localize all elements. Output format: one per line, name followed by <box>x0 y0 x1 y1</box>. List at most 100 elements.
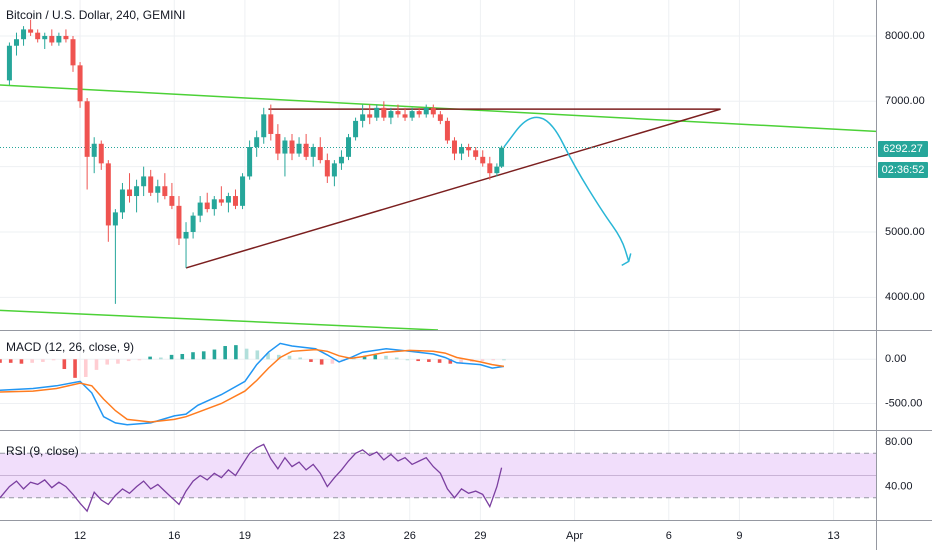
candle-body <box>183 231 189 239</box>
candle-body <box>374 107 380 118</box>
macd-histogram-bar <box>159 357 163 360</box>
time-tick-label: 9 <box>736 530 742 542</box>
candle-body <box>480 156 486 164</box>
candle-body <box>105 163 111 226</box>
candle-body <box>395 111 401 115</box>
chart-grid <box>0 0 876 520</box>
candle-body <box>282 140 288 154</box>
macd-histogram-bar <box>62 359 67 370</box>
candle-body <box>346 137 352 157</box>
candle-body <box>268 114 274 134</box>
macd-histogram-bar <box>394 357 399 360</box>
macd-histogram-bar <box>169 354 174 360</box>
macd-histogram-bar <box>212 349 217 360</box>
candles-layer <box>6 19 505 304</box>
candle-body <box>303 143 309 157</box>
trendline-ascending-support <box>185 108 721 269</box>
macd-histogram-bar <box>255 350 260 360</box>
drawing-layer[interactable] <box>0 84 877 331</box>
macd-histogram-bar <box>126 359 131 362</box>
candle-body <box>218 199 224 203</box>
symbol-title[interactable]: Bitcoin / U.S. Dollar, 240, GEMINI <box>6 8 186 22</box>
macd-histogram-bar <box>416 359 420 362</box>
candle-body <box>466 147 472 151</box>
rsi-tick-label: 40.00 <box>885 481 913 493</box>
candle-body <box>176 205 182 239</box>
candle-body <box>91 143 97 157</box>
candle-body <box>459 147 465 154</box>
candle-body <box>225 196 231 203</box>
macd-histogram-bar <box>448 359 453 364</box>
candle-body <box>381 107 387 118</box>
macd-histogram-bar <box>319 359 324 365</box>
macd-title[interactable]: MACD (12, 26, close, 9) <box>6 340 135 354</box>
macd-histogram-bar <box>137 359 142 361</box>
macd-histogram-bar <box>180 353 185 360</box>
candle-body <box>338 156 344 164</box>
candle-body <box>63 35 69 40</box>
candle-body <box>84 101 90 157</box>
time-tick-label: Apr <box>566 530 583 542</box>
projection-curve <box>503 116 630 262</box>
projection-arrowhead <box>621 253 632 267</box>
candle-body <box>402 114 408 118</box>
macd-histogram-bar <box>437 359 442 363</box>
rsi-title[interactable]: RSI (9, close) <box>6 444 79 458</box>
candle-body <box>211 199 217 210</box>
macd-histogram-bar <box>94 359 99 370</box>
candle-body <box>197 202 203 216</box>
macd-histogram-bar <box>276 354 281 360</box>
macd-histogram-bar <box>83 359 88 377</box>
candle-body <box>317 147 323 161</box>
macd-histogram-bar <box>73 359 77 378</box>
macd-histogram-bar <box>244 348 249 360</box>
candle-body <box>331 163 337 177</box>
candle-body <box>13 39 19 46</box>
price-tick-label: 7000.00 <box>885 95 925 107</box>
candle-body <box>49 35 55 43</box>
last-price-tag: 6292.27 <box>878 141 928 157</box>
macd-histogram-bar <box>148 356 152 360</box>
candle-body <box>353 120 359 138</box>
price-tick-label: 4000.00 <box>885 291 925 303</box>
candle-body <box>360 114 366 121</box>
candle-body <box>494 166 500 174</box>
candle-body <box>21 29 27 40</box>
candle-body <box>232 196 238 206</box>
macd-histogram-bar <box>234 345 238 360</box>
rsi-band-layer <box>0 452 876 499</box>
candle-body <box>499 147 505 167</box>
time-tick-label: 26 <box>404 530 416 542</box>
macd-histogram-bar <box>373 354 378 360</box>
price-tick-label: 5000.00 <box>885 226 925 238</box>
candle-body <box>275 133 281 154</box>
candle-body <box>190 215 196 232</box>
candle-body <box>473 150 479 157</box>
candle-body <box>296 143 302 154</box>
rsi-layer <box>0 443 503 513</box>
trendline-resistance-top <box>0 84 877 133</box>
candle-body <box>28 29 34 33</box>
candle-body <box>451 140 457 154</box>
rsi-line <box>0 443 503 513</box>
macd-histogram-bar <box>105 359 110 365</box>
candle-body <box>42 35 48 40</box>
candle-body <box>487 163 493 174</box>
macd-histogram-bar <box>491 359 496 361</box>
candle-body <box>254 137 260 148</box>
macd-histogram-bar <box>298 357 303 360</box>
candle-body <box>6 45 12 81</box>
time-tick-label: 6 <box>666 530 672 542</box>
macd-histogram-bar <box>362 356 367 360</box>
candle-body <box>204 202 210 210</box>
countdown-tag: 02:36:52 <box>878 162 928 178</box>
candle-body <box>240 176 246 206</box>
candle-body <box>134 186 140 197</box>
candle-body <box>247 147 253 177</box>
candle-body <box>388 111 394 118</box>
candle-body <box>367 114 373 118</box>
time-tick-label: 12 <box>74 530 86 542</box>
macd-histogram-bar <box>330 359 335 364</box>
